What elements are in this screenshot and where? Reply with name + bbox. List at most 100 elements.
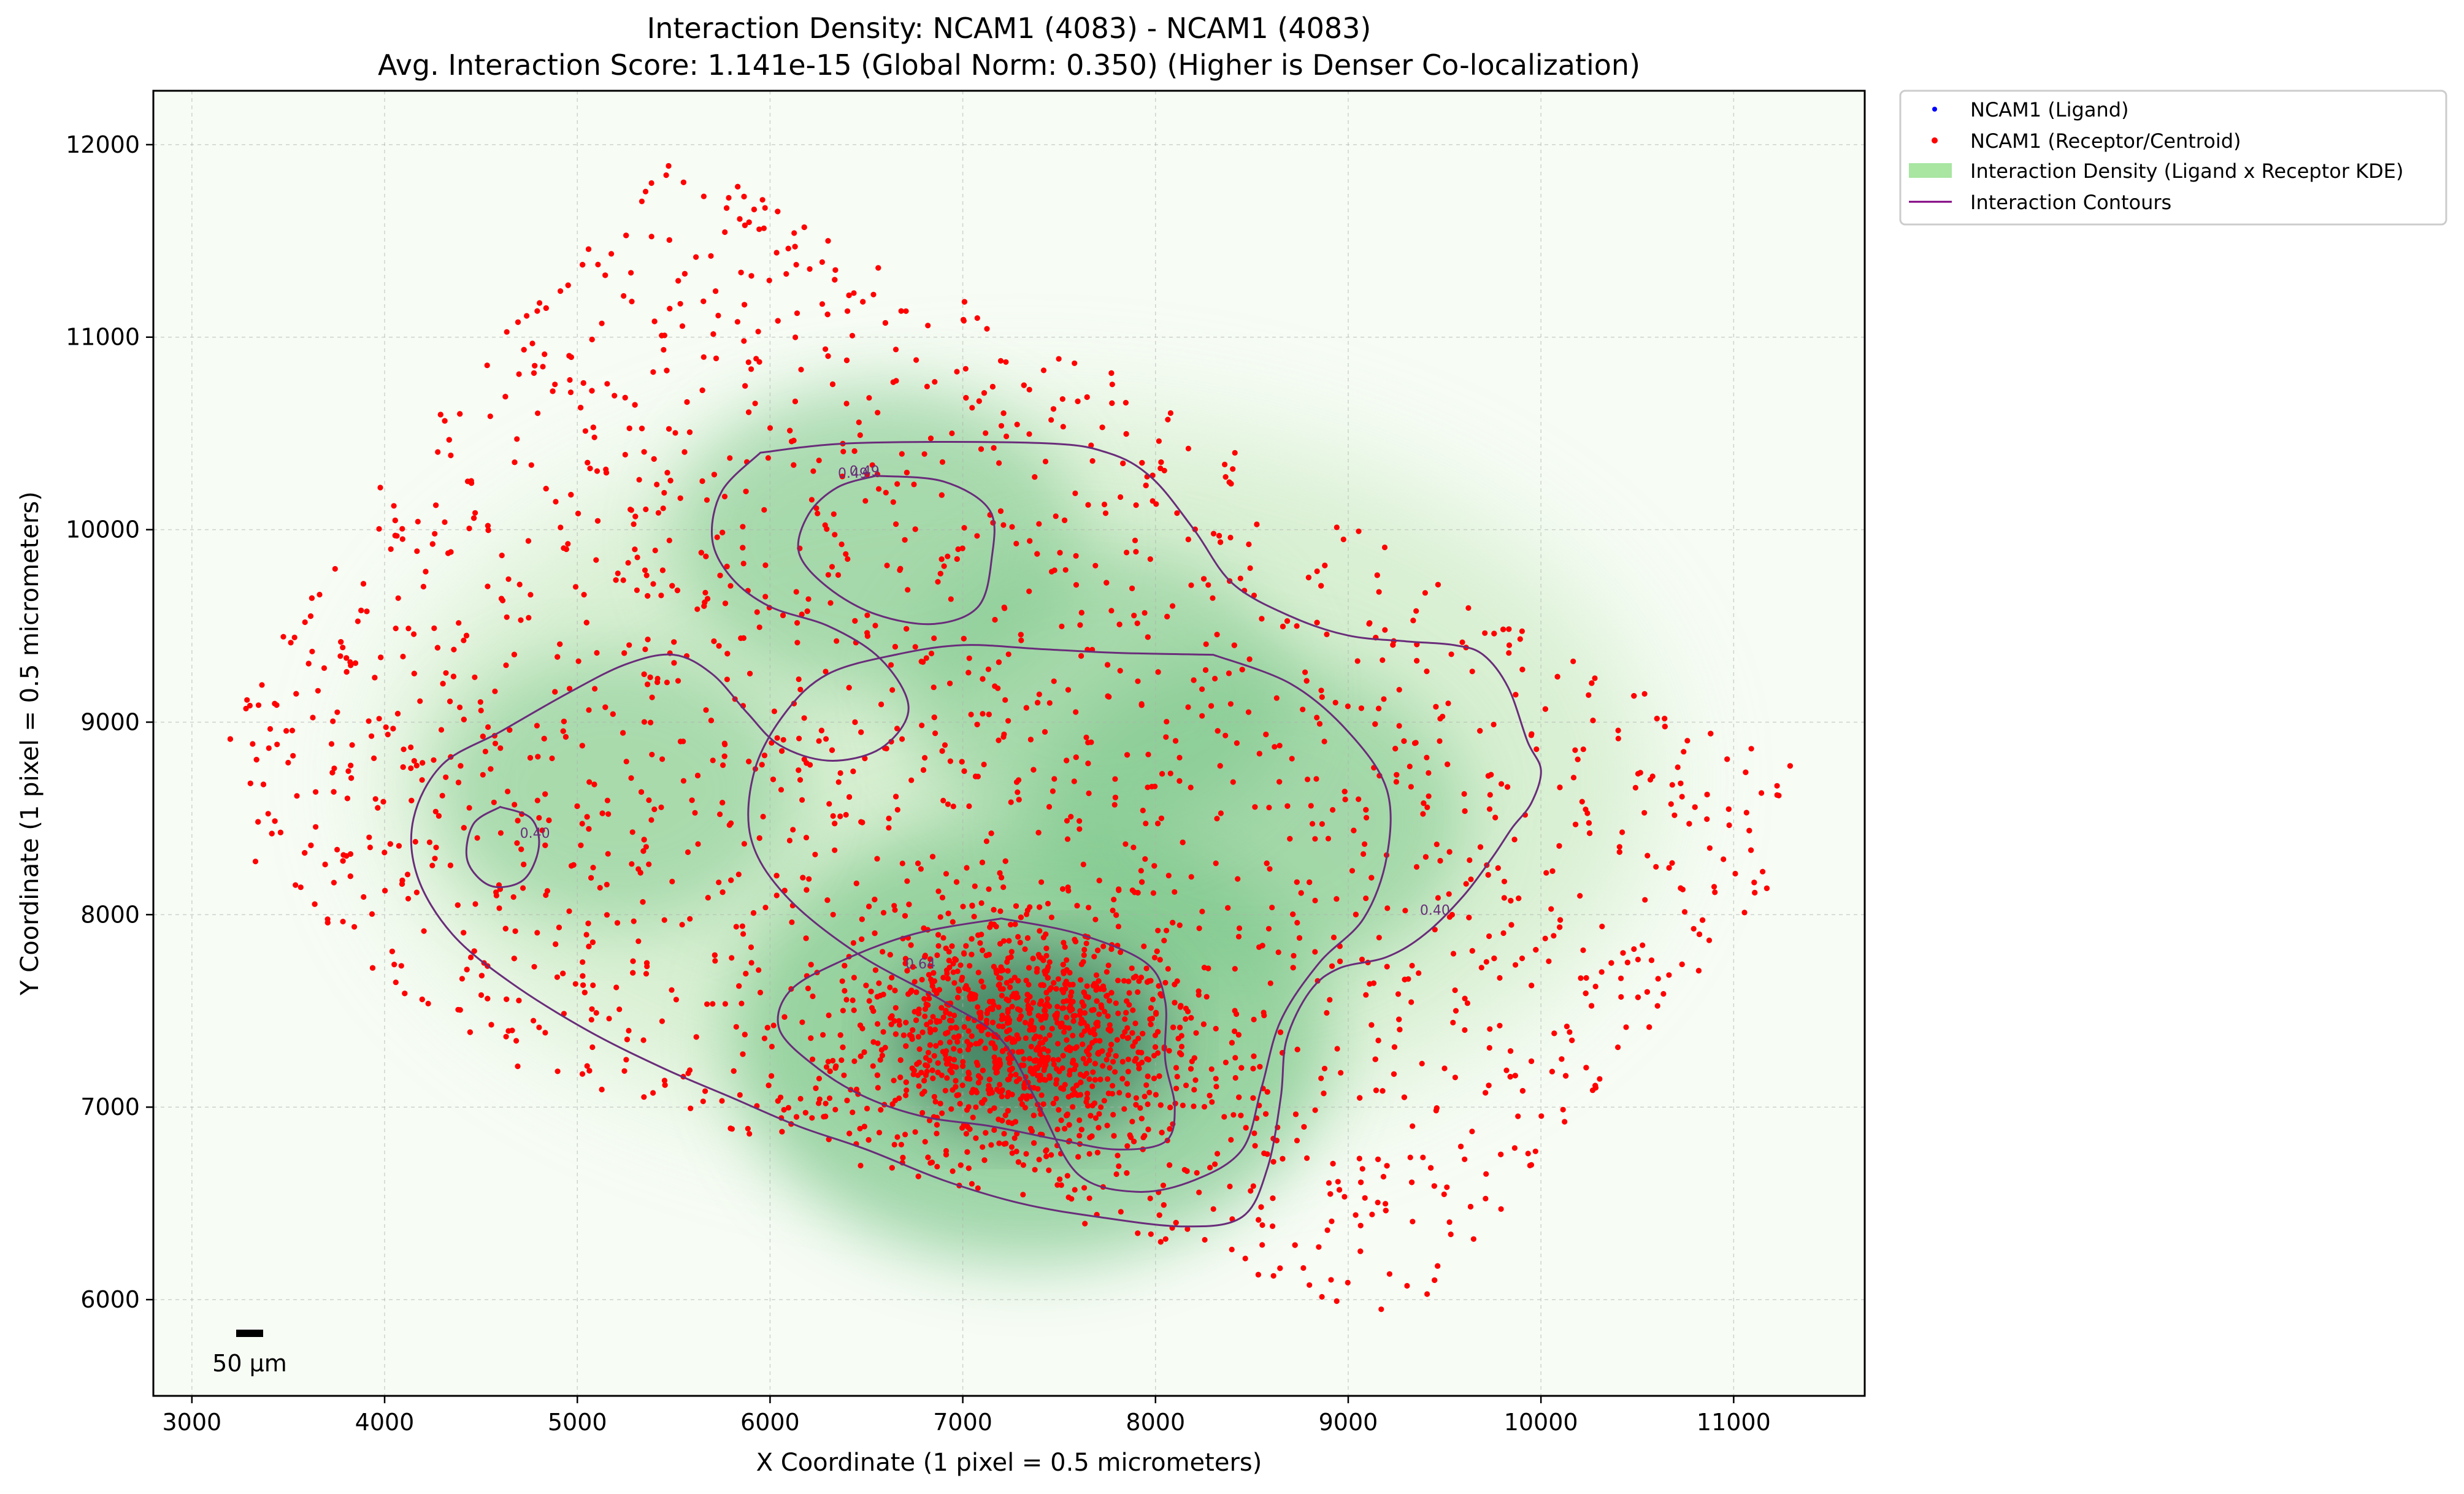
receptor-point bbox=[485, 523, 491, 529]
receptor-point bbox=[1264, 1151, 1270, 1157]
receptor-point bbox=[664, 680, 670, 686]
receptor-point bbox=[1048, 914, 1054, 921]
receptor-point bbox=[743, 970, 749, 977]
receptor-point bbox=[1001, 1130, 1007, 1137]
receptor-point bbox=[1021, 1085, 1027, 1091]
receptor-point bbox=[1035, 700, 1041, 706]
receptor-point bbox=[974, 533, 980, 539]
plot-frame bbox=[152, 90, 1866, 1397]
receptor-point bbox=[916, 1006, 922, 1013]
receptor-point bbox=[839, 541, 845, 548]
receptor-point bbox=[1390, 642, 1396, 648]
receptor-point bbox=[1027, 538, 1033, 544]
receptor-point bbox=[1486, 933, 1492, 940]
receptor-point bbox=[621, 1068, 628, 1074]
receptor-point bbox=[957, 1101, 963, 1107]
receptor-point bbox=[550, 388, 556, 394]
receptor-point bbox=[803, 935, 809, 941]
receptor-point bbox=[1173, 1086, 1180, 1092]
receptor-point bbox=[1462, 1027, 1468, 1033]
receptor-point bbox=[534, 308, 540, 314]
receptor-point bbox=[916, 1059, 922, 1065]
receptor-point bbox=[1294, 879, 1300, 885]
receptor-point bbox=[1073, 1082, 1080, 1089]
receptor-point bbox=[860, 299, 866, 305]
receptor-point bbox=[739, 1000, 745, 1006]
receptor-point bbox=[1084, 1023, 1090, 1029]
receptor-point bbox=[1232, 966, 1238, 972]
receptor-point bbox=[542, 842, 548, 848]
receptor-point bbox=[1144, 1056, 1150, 1062]
receptor-point bbox=[1314, 714, 1320, 721]
receptor-point bbox=[722, 741, 728, 748]
receptor-point bbox=[1058, 1085, 1064, 1091]
receptor-point bbox=[1064, 1112, 1070, 1118]
receptor-point bbox=[946, 1039, 953, 1045]
receptor-point bbox=[471, 948, 477, 954]
receptor-point bbox=[660, 505, 666, 511]
receptor-point bbox=[927, 1019, 934, 1025]
receptor-point bbox=[929, 854, 936, 860]
receptor-point bbox=[650, 369, 656, 375]
receptor-point bbox=[669, 987, 675, 993]
receptor-point bbox=[902, 960, 908, 967]
receptor-point bbox=[1191, 1087, 1197, 1093]
receptor-point bbox=[1175, 1035, 1181, 1041]
receptor-point bbox=[1066, 1025, 1072, 1031]
receptor-point bbox=[1108, 946, 1115, 952]
receptor-point bbox=[982, 1045, 988, 1051]
receptor-point bbox=[593, 1009, 599, 1016]
receptor-point bbox=[274, 741, 280, 748]
receptor-point bbox=[1036, 521, 1042, 527]
receptor-point bbox=[632, 546, 638, 553]
receptor-point bbox=[1105, 962, 1111, 968]
receptor-point bbox=[876, 486, 882, 492]
receptor-point bbox=[1116, 887, 1122, 894]
receptor-point bbox=[936, 987, 942, 993]
receptor-point bbox=[1015, 1035, 1021, 1041]
receptor-point bbox=[850, 1109, 856, 1116]
receptor-point bbox=[829, 747, 835, 753]
receptor-point bbox=[442, 418, 448, 424]
receptor-point bbox=[513, 1038, 520, 1044]
receptor-point bbox=[870, 1039, 877, 1045]
receptor-point bbox=[1101, 501, 1108, 508]
receptor-point bbox=[579, 743, 585, 749]
receptor-point bbox=[963, 1131, 969, 1137]
receptor-point bbox=[824, 897, 831, 903]
density-blob bbox=[434, 653, 798, 926]
receptor-point bbox=[586, 1068, 593, 1074]
receptor-point bbox=[1078, 1127, 1084, 1133]
receptor-point bbox=[643, 572, 650, 578]
receptor-point bbox=[1084, 394, 1090, 400]
receptor-point bbox=[459, 976, 466, 982]
receptor-point bbox=[1599, 924, 1605, 930]
receptor-point bbox=[586, 943, 592, 949]
receptor-point bbox=[775, 209, 781, 215]
receptor-point bbox=[669, 583, 675, 589]
receptor-point bbox=[1414, 657, 1420, 664]
receptor-point bbox=[1203, 641, 1209, 647]
receptor-point bbox=[398, 963, 404, 969]
receptor-point bbox=[965, 1165, 972, 1171]
receptor-point bbox=[347, 873, 353, 879]
receptor-point bbox=[393, 626, 399, 632]
receptor-point bbox=[959, 545, 965, 551]
receptor-point bbox=[899, 736, 905, 742]
receptor-point bbox=[1043, 931, 1049, 937]
receptor-point bbox=[1056, 1107, 1062, 1113]
receptor-point bbox=[1126, 978, 1132, 984]
receptor-point bbox=[1128, 1134, 1134, 1141]
receptor-point bbox=[1196, 1189, 1202, 1195]
receptor-point bbox=[698, 550, 704, 556]
receptor-point bbox=[457, 704, 463, 710]
receptor-point bbox=[1392, 746, 1399, 752]
receptor-point bbox=[746, 759, 752, 765]
receptor-point bbox=[1174, 1073, 1180, 1080]
receptor-point bbox=[775, 1098, 781, 1104]
receptor-point bbox=[404, 872, 411, 878]
receptor-point bbox=[1378, 1306, 1384, 1312]
receptor-point bbox=[1358, 1179, 1364, 1186]
receptor-point bbox=[851, 448, 858, 454]
receptor-point bbox=[1095, 948, 1101, 954]
